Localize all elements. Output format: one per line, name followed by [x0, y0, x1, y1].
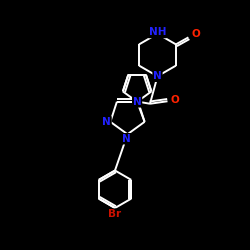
Text: O: O: [191, 29, 200, 39]
Text: N: N: [102, 117, 111, 127]
Text: O: O: [170, 95, 179, 105]
Text: N: N: [133, 97, 141, 107]
Text: NH: NH: [149, 28, 166, 38]
Text: Br: Br: [108, 209, 122, 219]
Text: N: N: [153, 71, 162, 81]
Text: N: N: [122, 134, 130, 144]
